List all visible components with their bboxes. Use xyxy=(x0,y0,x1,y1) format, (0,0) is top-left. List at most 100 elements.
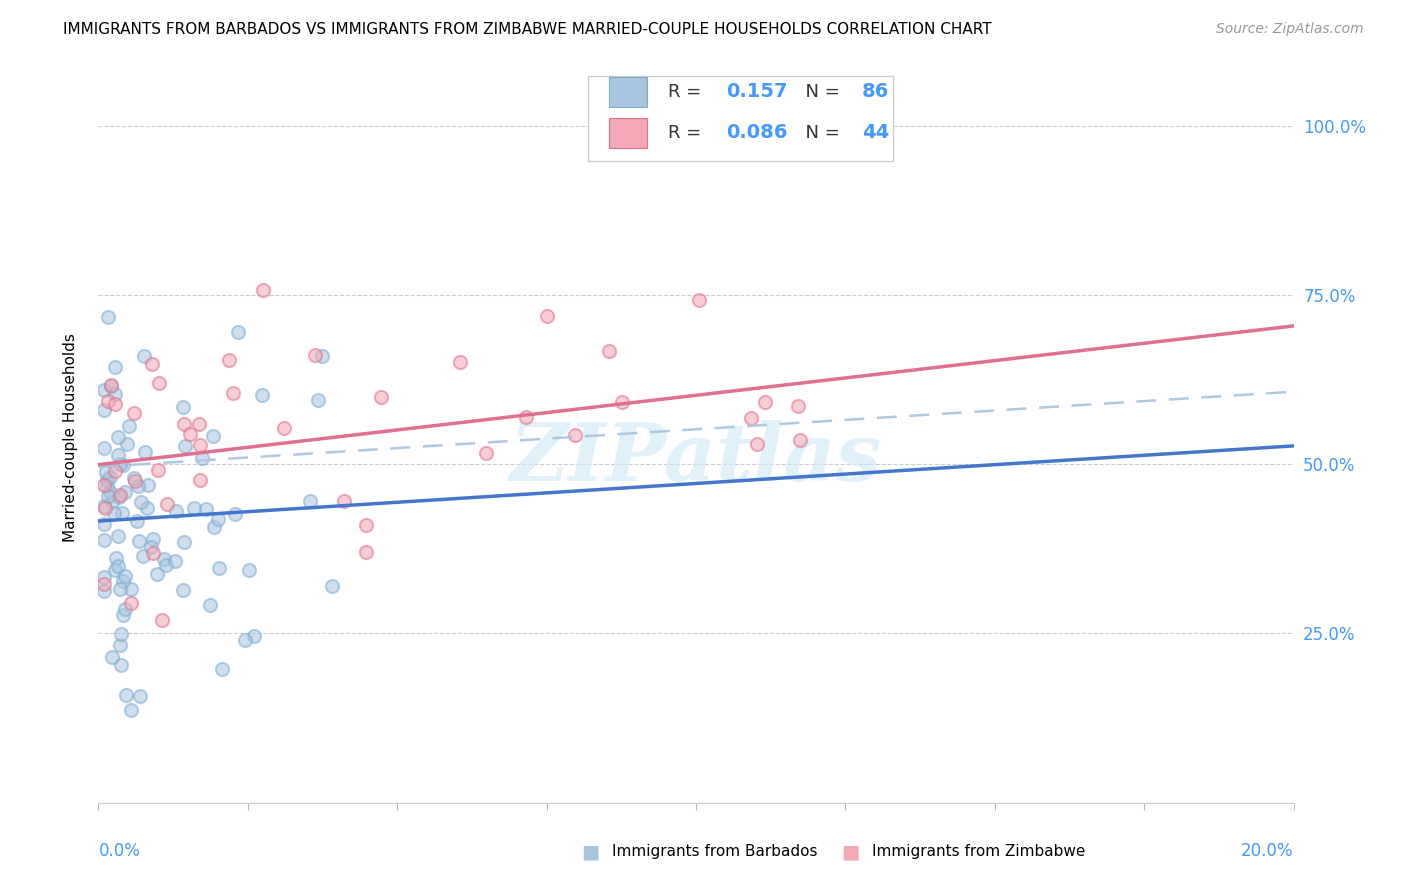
Point xyxy=(94,465,117,479)
Point xyxy=(150,613,173,627)
Point xyxy=(125,514,148,528)
Point xyxy=(135,501,157,516)
Point xyxy=(111,574,134,589)
Text: ■: ■ xyxy=(581,842,600,862)
Point xyxy=(108,638,131,652)
Point xyxy=(148,376,170,390)
Text: Source: ZipAtlas.com: Source: ZipAtlas.com xyxy=(1216,22,1364,37)
Point xyxy=(191,450,214,465)
Point xyxy=(104,465,127,479)
Point xyxy=(207,512,229,526)
FancyBboxPatch shape xyxy=(609,77,647,107)
Point xyxy=(120,703,142,717)
Point xyxy=(93,517,115,532)
Point xyxy=(97,310,120,325)
Point xyxy=(224,507,246,521)
Point xyxy=(134,444,156,458)
Point xyxy=(107,529,129,543)
Point xyxy=(610,394,633,409)
Point xyxy=(114,569,136,583)
Point xyxy=(218,353,240,368)
Point xyxy=(93,570,115,584)
Point xyxy=(107,558,129,573)
Text: 0.086: 0.086 xyxy=(725,123,787,143)
Point xyxy=(120,582,142,596)
Point xyxy=(166,504,188,518)
Point xyxy=(564,427,586,442)
Point xyxy=(740,411,762,425)
Point xyxy=(93,441,115,455)
Text: Immigrants from Barbados: Immigrants from Barbados xyxy=(612,845,817,859)
Point xyxy=(120,596,142,610)
Point xyxy=(226,325,249,339)
Point xyxy=(93,478,115,492)
Point xyxy=(104,563,127,577)
Point xyxy=(110,627,132,641)
Point xyxy=(118,418,141,433)
Point xyxy=(124,471,146,485)
Point xyxy=(172,400,194,414)
Point xyxy=(93,499,115,513)
Point xyxy=(321,579,343,593)
Point xyxy=(211,662,233,676)
Text: R =: R = xyxy=(668,83,707,101)
Point xyxy=(104,397,127,411)
Y-axis label: Married-couple Households: Married-couple Households xyxy=(63,333,77,541)
Text: IMMIGRANTS FROM BARBADOS VS IMMIGRANTS FROM ZIMBABWE MARRIED-COUPLE HOUSEHOLDS C: IMMIGRANTS FROM BARBADOS VS IMMIGRANTS F… xyxy=(63,22,991,37)
Text: 0.157: 0.157 xyxy=(725,82,787,102)
Point xyxy=(107,430,129,444)
Point xyxy=(475,446,498,460)
Point xyxy=(141,357,163,371)
Text: 86: 86 xyxy=(862,82,890,102)
Point xyxy=(311,350,333,364)
Point xyxy=(97,393,120,408)
Point xyxy=(100,378,122,392)
Point xyxy=(173,535,195,549)
Point xyxy=(128,690,150,704)
Point xyxy=(354,545,377,559)
Point xyxy=(93,402,115,417)
Text: ■: ■ xyxy=(841,842,860,862)
Point xyxy=(142,532,165,546)
Point xyxy=(111,506,134,520)
Point xyxy=(252,283,274,297)
Point xyxy=(172,583,194,598)
Point xyxy=(115,688,138,702)
Point xyxy=(156,497,179,511)
Point xyxy=(152,552,174,566)
Point xyxy=(222,386,245,401)
Point xyxy=(204,520,226,534)
Point xyxy=(188,438,211,452)
Point xyxy=(110,582,132,597)
Text: Immigrants from Zimbabwe: Immigrants from Zimbabwe xyxy=(872,845,1085,859)
Text: ZIPatlas: ZIPatlas xyxy=(510,420,882,498)
Point xyxy=(688,293,710,308)
Point xyxy=(98,470,121,484)
Point xyxy=(273,421,295,435)
Point xyxy=(104,550,127,565)
Text: 44: 44 xyxy=(862,123,890,143)
Point xyxy=(94,500,117,515)
Point xyxy=(132,349,155,363)
Text: 20.0%: 20.0% xyxy=(1241,842,1294,860)
Point xyxy=(250,388,273,402)
Point xyxy=(536,310,558,324)
Point xyxy=(142,546,165,560)
Point xyxy=(104,359,127,374)
Point xyxy=(136,477,159,491)
Point xyxy=(112,607,135,622)
Point xyxy=(93,577,115,591)
Point xyxy=(194,502,217,516)
Point xyxy=(787,399,810,413)
Point xyxy=(103,506,125,520)
Point xyxy=(93,533,115,547)
FancyBboxPatch shape xyxy=(589,77,893,161)
Point xyxy=(115,437,138,451)
Point xyxy=(107,448,129,462)
Point xyxy=(165,554,187,568)
Point xyxy=(114,485,136,500)
Point xyxy=(173,439,195,453)
Point xyxy=(108,490,131,504)
Point xyxy=(132,549,155,563)
Point xyxy=(146,566,169,581)
